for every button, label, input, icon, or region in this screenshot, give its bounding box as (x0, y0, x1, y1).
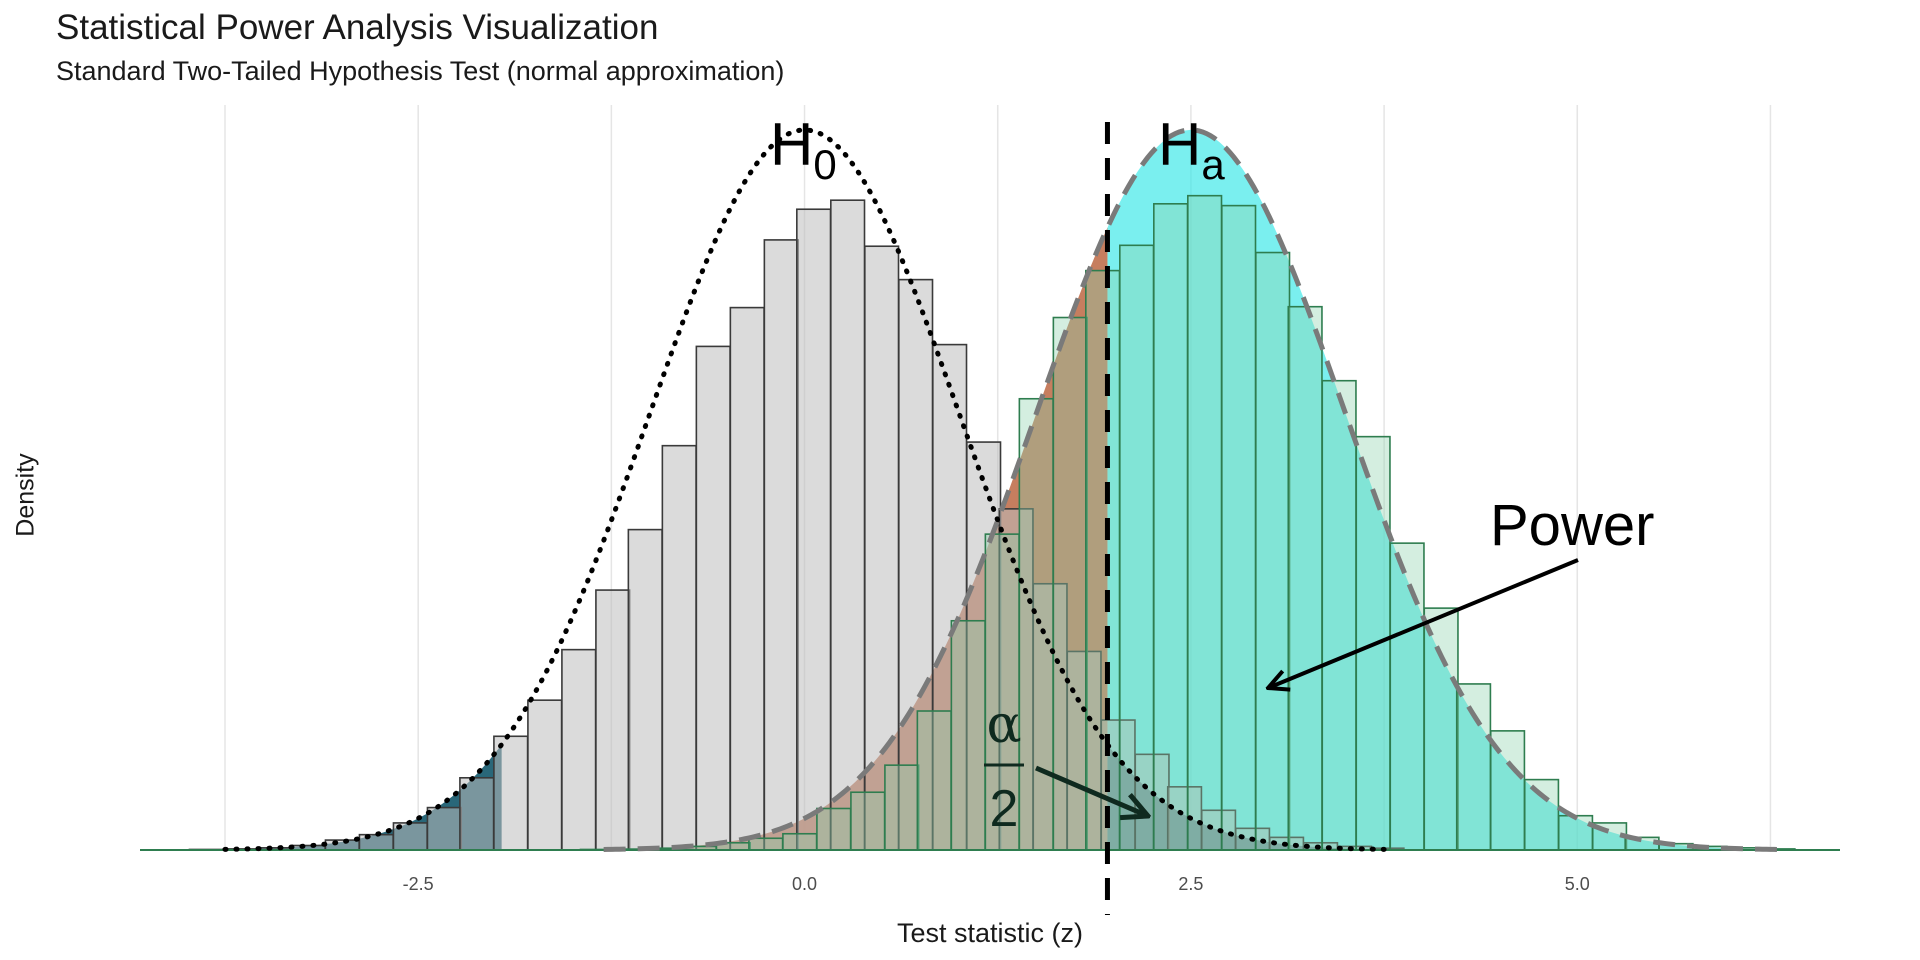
ha-bar (816, 807, 852, 851)
h0-bar (627, 528, 663, 851)
ha-bar (984, 533, 1020, 851)
ha-bar (916, 710, 952, 851)
ha-bar (1018, 397, 1054, 851)
ha-bar (950, 619, 986, 851)
h0-density-curve (222, 127, 1387, 852)
ha-bar (1523, 778, 1560, 851)
alpha-symbol: α (986, 695, 1021, 755)
ha-bar (782, 832, 818, 851)
h0-bar (830, 199, 866, 851)
h0-bar (358, 833, 394, 851)
chart-subtitle: Standard Two-Tailed Hypothesis Test (nor… (56, 56, 785, 86)
ha-bar (1455, 683, 1492, 851)
ha-bar (1085, 269, 1121, 851)
alpha-arrow (1035, 765, 1148, 816)
ha-bar (850, 791, 886, 851)
h0-histogram (188, 199, 1405, 851)
power-label: Power (1490, 493, 1654, 558)
h0-bar (661, 444, 697, 851)
ha-histogram (579, 194, 1796, 851)
density-curves (140, 122, 1840, 915)
h0-bar (459, 776, 495, 851)
x-tick-label: -2.5 (403, 874, 434, 894)
ha-bar (1255, 251, 1291, 851)
h0-bar (493, 735, 529, 851)
ha-bar (884, 764, 920, 851)
h0-bar (1032, 582, 1068, 851)
h0-bar (796, 208, 832, 851)
ha-bar (1389, 542, 1425, 851)
annotations: H0 Ha Power α 2 (770, 111, 1654, 838)
h0-bar (898, 278, 934, 851)
h0-bar (595, 589, 631, 851)
h0-bar (426, 806, 462, 851)
alpha-denominator: 2 (990, 780, 1019, 838)
h0-bar (527, 699, 563, 851)
ha-label: Ha (1158, 111, 1225, 188)
ha-bar (1557, 814, 1594, 851)
h0-bar (1066, 650, 1102, 851)
h0-bar (729, 306, 765, 851)
h0-label: H0 (770, 111, 837, 188)
ha-bar (1221, 204, 1257, 851)
h0-bar (763, 239, 799, 851)
h0-bar (998, 508, 1034, 851)
x-axis-ticks: -2.5 0.0 2.5 5.0 (403, 874, 1590, 894)
ha-bar (1287, 305, 1323, 851)
h0-bar (864, 245, 900, 851)
chart-title: Statistical Power Analysis Visualization (56, 8, 659, 47)
ha-bar (1153, 203, 1189, 851)
ha-bar (1321, 379, 1357, 851)
h0-bar (1166, 786, 1203, 851)
x-tick-label: 0.0 (792, 874, 817, 894)
x-axis-label: Test statistic (z) (896, 918, 1084, 948)
ha-bar (1052, 316, 1088, 851)
x-tick-label: 5.0 (1565, 874, 1590, 894)
h0-bar (561, 648, 597, 851)
ha-bar (1119, 244, 1155, 851)
ha-bar (748, 837, 784, 851)
power-arrow (1268, 558, 1579, 688)
ha-bar (1423, 607, 1459, 851)
x-tick-label: 2.5 (1178, 874, 1203, 894)
ha-bar (1187, 194, 1223, 851)
h0-bar (695, 345, 731, 851)
h0-bar (324, 839, 360, 851)
